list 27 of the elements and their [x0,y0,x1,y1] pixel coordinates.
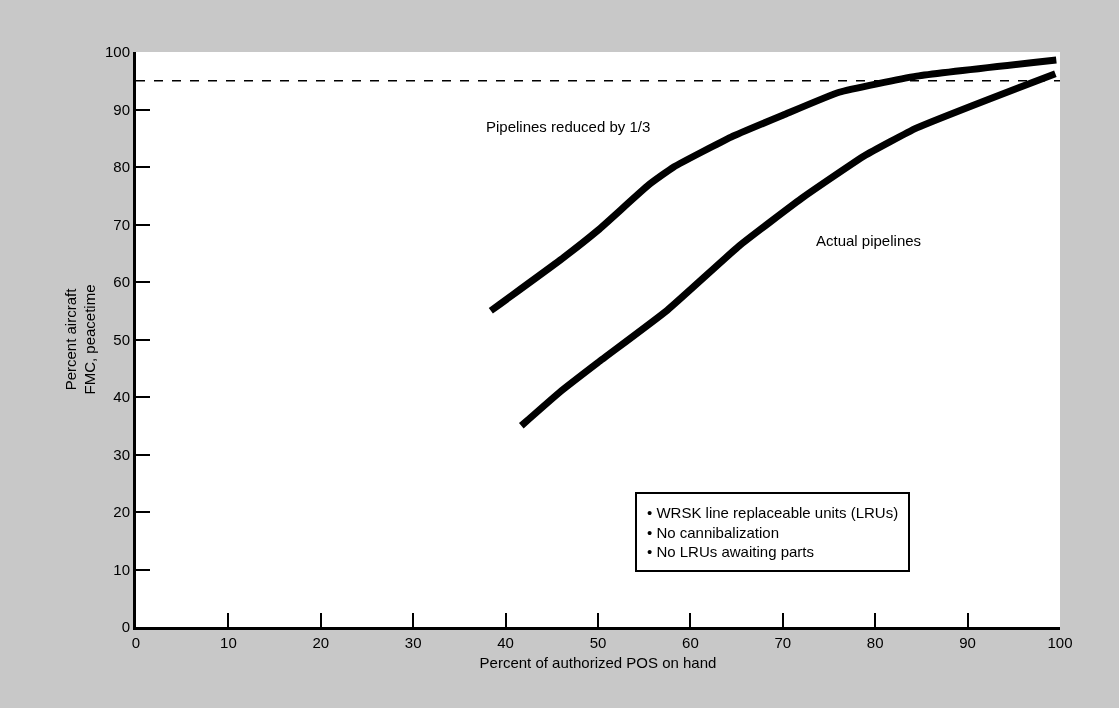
text: Actual pipelines [816,232,922,249]
x-tick-label: 90 [959,634,976,651]
y-axis-title: Percent aircraft FMC, peacetime [61,284,99,395]
x-tick-label: 10 [220,634,237,651]
x-tick-label: 80 [866,634,884,651]
x-tick-label: 60 [682,634,699,651]
text: Pipelines reduced by 1/3 [486,118,651,135]
x-axis-title: Percent of authorized POS on hand [479,654,717,671]
y-tick-label: 70 [113,215,130,233]
annotation: • WRSK line replaceable units (LRUs) • No cannibalization • No LRUs awaiting parts [647,504,899,560]
y-tick-label: 10 [113,560,130,578]
y-tick-label: 90 [113,100,130,118]
x-tick-label: 100 [1047,634,1073,651]
x-tick-label: 30 [404,634,422,651]
x-tick-label: 50 [589,634,607,651]
y-tick-label: 0 [121,618,130,636]
x-tick-label: 0 [131,634,141,651]
y-tick-label: 20 [113,503,130,521]
y-tick-label: 30 [113,445,130,463]
x-tick-label: 70 [774,634,792,651]
y-tick-label: 50 [113,330,130,348]
x-tick-label: 20 [312,634,330,651]
x-tick-label: 40 [497,634,514,651]
y-tick-label: 40 [113,388,130,406]
y-tick-label: 100 [104,43,130,61]
y-tick-label: 80 [113,158,130,176]
y-tick-label: 60 [113,273,130,291]
